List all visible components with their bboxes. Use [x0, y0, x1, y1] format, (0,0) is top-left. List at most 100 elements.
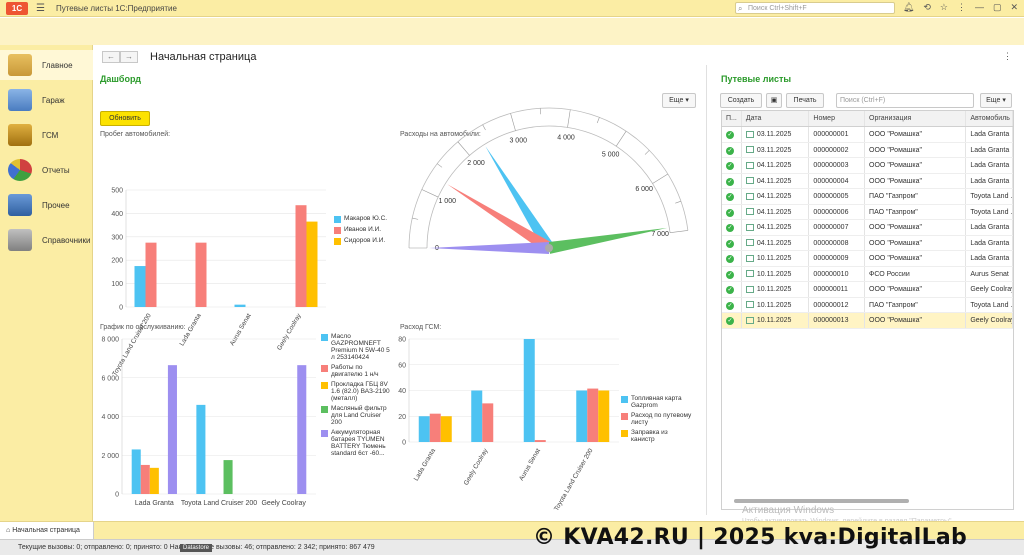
minimize-icon[interactable]: —	[975, 2, 984, 13]
document-icon	[746, 208, 754, 215]
create-button[interactable]: Создать	[720, 93, 762, 108]
more-icon[interactable]: ⋮	[957, 2, 966, 13]
legend-item: Аккумуляторная батарея TYUMEN BATTERY Тю…	[321, 429, 393, 457]
waybills-title: Путевые листы	[721, 74, 791, 84]
legend-swatch	[621, 413, 628, 420]
more-icon[interactable]: ⋮	[1003, 51, 1012, 62]
bar	[135, 266, 146, 307]
waybills-more-button[interactable]: Еще ▾	[980, 93, 1012, 108]
bar	[430, 414, 441, 442]
y-tick-label: 300	[111, 234, 123, 241]
bar	[576, 391, 587, 443]
legend-swatch	[334, 216, 341, 223]
document-icon	[746, 131, 754, 138]
legend-label: Топливная карта Gazprom	[631, 395, 693, 409]
close-icon[interactable]: ✕	[1010, 2, 1018, 13]
waybills-search-input[interactable]: Поиск (Ctrl+F)	[836, 93, 974, 108]
history-icon[interactable]: ⟲	[923, 2, 931, 13]
menu-icon[interactable]: ☰	[36, 3, 45, 14]
posted-icon: ✓	[726, 317, 734, 325]
bar	[235, 305, 246, 307]
sidebar-item-main[interactable]: Главное	[0, 50, 93, 80]
back-button[interactable]: ←	[102, 51, 120, 63]
bar	[482, 403, 493, 442]
posted-icon: ✓	[726, 255, 734, 263]
y-tick-label: 6 000	[101, 375, 119, 382]
gauge-tick	[422, 190, 438, 198]
y-tick-label: 2 000	[101, 453, 119, 460]
car-icon	[8, 89, 32, 111]
legend-label: Макаров Ю.С.	[344, 215, 387, 222]
sidebar-item-directories[interactable]: Справочники	[0, 225, 93, 255]
posted-icon: ✓	[726, 286, 734, 294]
bar	[598, 391, 609, 443]
gauge-tick	[616, 131, 626, 146]
gauge-tick-label: 7 000	[651, 231, 669, 238]
save-icon[interactable]: ▣	[766, 93, 782, 108]
refresh-button[interactable]: Обновить	[100, 111, 150, 126]
sidebar-item-fuel[interactable]: ГСМ	[0, 120, 93, 150]
legend-item: Работы по двигателю 1 н/ч	[321, 364, 393, 378]
sidebar-item-garage[interactable]: Гараж	[0, 85, 93, 115]
pie-chart-icon	[8, 159, 32, 181]
legend-label: Масляный фильтр для Land Cruiser 200	[331, 405, 393, 426]
posted-icon: ✓	[726, 147, 734, 155]
star-icon[interactable]: ☆	[940, 2, 948, 13]
horizontal-scrollbar[interactable]	[722, 497, 1013, 505]
legend-item: Масляный фильтр для Land Cruiser 200	[321, 405, 393, 426]
legend-label: Масло GAZPROMNEFT Premium N 5W-40 5 л 25…	[331, 333, 393, 361]
bar	[168, 365, 177, 494]
x-tick-label: Toyota Land Cruiser 200	[553, 447, 595, 512]
gauge-tick-label: 2 000	[467, 160, 485, 167]
y-tick-label: 0	[115, 492, 119, 499]
table-header: П... Дата Номер Организация Автомобиль	[722, 111, 1013, 127]
bar	[141, 465, 150, 494]
posted-icon: ✓	[726, 193, 734, 201]
y-tick-label: 0	[119, 305, 123, 312]
posted-icon: ✓	[726, 240, 734, 248]
bar	[587, 389, 598, 442]
bell-icon[interactable]: 🔔︎	[903, 2, 914, 13]
sidebar-item-other[interactable]: Прочее	[0, 190, 93, 220]
bar	[535, 440, 546, 442]
legend-label: Работы по двигателю 1 н/ч	[331, 364, 393, 378]
sidebar-item-reports[interactable]: Отчеты	[0, 155, 93, 185]
dashboard-more-button[interactable]: Еще ▾	[662, 93, 696, 108]
global-search-input[interactable]: ⌕Поиск Ctrl+Shift+F	[735, 2, 895, 14]
x-tick-label: Toyota Land Cruiser 200	[181, 500, 257, 507]
tab-home[interactable]: ⌂ Начальная страница	[0, 522, 94, 539]
y-tick-label: 60	[398, 362, 406, 369]
bar	[196, 243, 207, 307]
watermark: © KVA42.RU | 2025 kva:DigitalLab	[533, 525, 967, 550]
gauge-tick	[412, 218, 418, 219]
bar	[307, 222, 318, 307]
gauge-tick	[483, 125, 486, 130]
mileage-legend: Макаров Ю.С.Иванов И.И.Сидоров И.И.	[334, 215, 394, 248]
legend-item: Макаров Ю.С.	[334, 215, 394, 223]
print-button[interactable]: Печать	[786, 93, 824, 108]
y-tick-label: 200	[111, 258, 123, 265]
posted-icon: ✓	[726, 209, 734, 217]
document-icon	[746, 286, 754, 293]
gauge-arc	[409, 108, 688, 248]
chart-title-expenses: Расходы на автомобили:	[400, 131, 481, 138]
maximize-icon[interactable]: ▢	[993, 2, 1002, 13]
forward-button[interactable]: →	[120, 51, 138, 63]
legend-swatch	[621, 430, 628, 437]
document-icon	[746, 146, 754, 153]
